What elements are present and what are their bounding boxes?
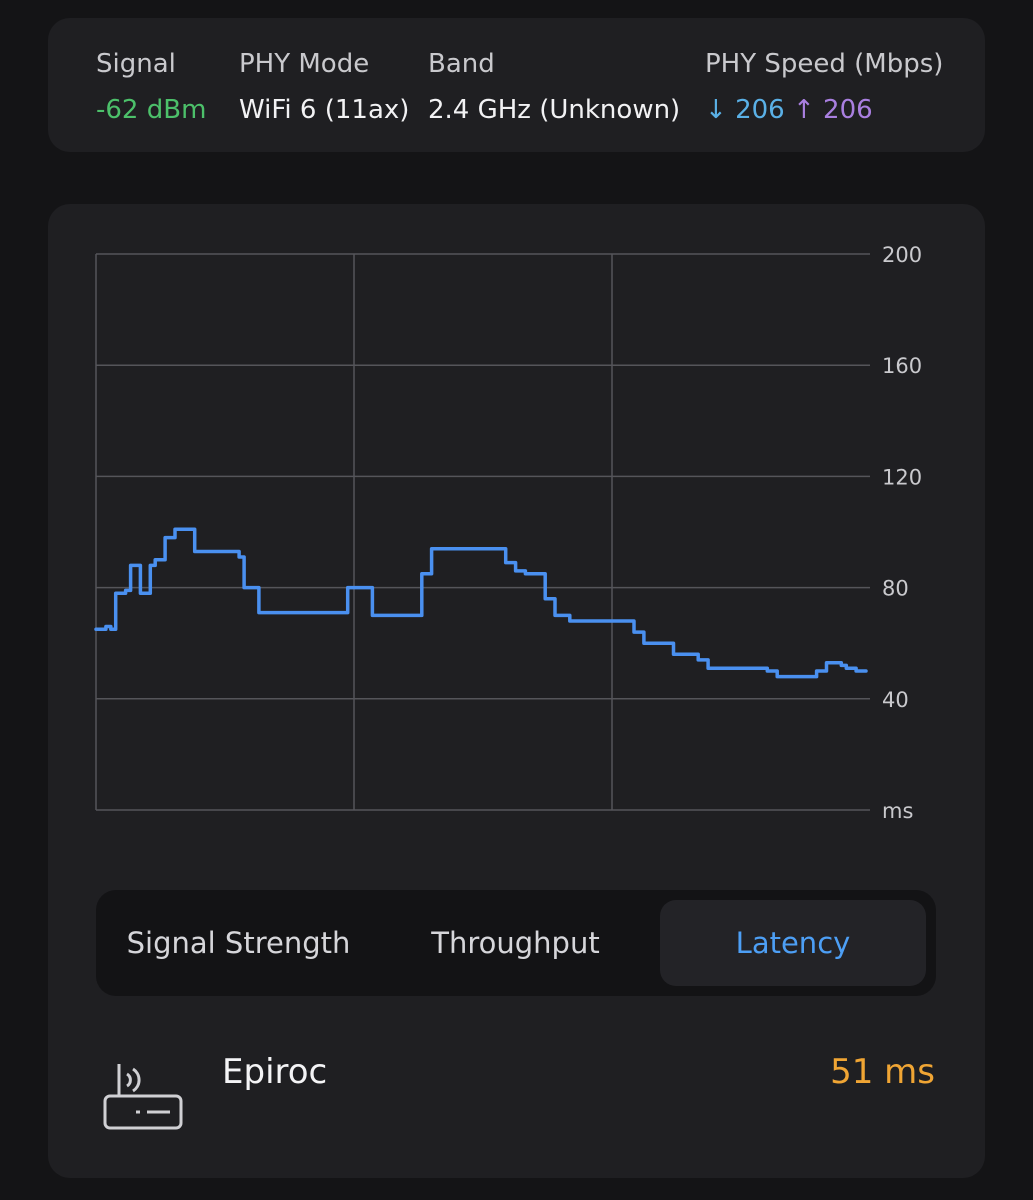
upload-speed: 206 bbox=[823, 95, 873, 125]
latency-chart: 200 160 120 80 40 ms bbox=[94, 243, 922, 823]
upload-arrow-icon: ↑ bbox=[792, 95, 815, 125]
signal-value: -62 dBm bbox=[96, 95, 207, 125]
device-name: Epiroc bbox=[222, 1052, 328, 1092]
download-speed: 206 bbox=[735, 95, 785, 125]
metric-tab-bar: Signal Strength Throughput Latency bbox=[96, 890, 936, 996]
latency-chart-card: 200 160 120 80 40 ms Signal Strength Throughp… bbox=[48, 204, 985, 1178]
latency-series-line bbox=[94, 527, 868, 679]
tab-signal-strength[interactable]: Signal Strength bbox=[126, 926, 351, 960]
y-tick-label: ms bbox=[882, 799, 913, 823]
y-tick-label: 80 bbox=[882, 577, 909, 601]
phy-speed-value: ↓ 206 ↑ 206 bbox=[705, 92, 943, 128]
device-latency: 51 ms bbox=[830, 1052, 935, 1092]
download-arrow-icon: ↓ bbox=[705, 95, 727, 125]
band-column: Band 2.4 GHz (Unknown) bbox=[428, 46, 680, 128]
y-tick-label: 160 bbox=[882, 354, 922, 378]
y-tick-label: 40 bbox=[882, 688, 909, 712]
y-tick-label: 200 bbox=[882, 243, 922, 267]
signal-column: Signal -62 dBm bbox=[96, 46, 206, 128]
tab-latency[interactable]: Latency bbox=[660, 900, 926, 986]
connection-info-card: Signal -62 dBm PHY Mode WiFi 6 (11ax) Ba… bbox=[48, 18, 985, 152]
band-value: 2.4 GHz (Unknown) bbox=[428, 95, 681, 125]
phy-mode-label: PHY Mode bbox=[239, 49, 370, 79]
phy-speed-column: PHY Speed (Mbps) ↓ 206 ↑ 206 bbox=[705, 46, 943, 128]
chart-grid bbox=[95, 253, 870, 811]
phy-mode-value: WiFi 6 (11ax) bbox=[239, 95, 410, 125]
chart-y-ticks: 200 160 120 80 40 ms bbox=[882, 243, 922, 823]
phy-speed-label: PHY Speed (Mbps) bbox=[705, 49, 944, 79]
signal-label: Signal bbox=[96, 49, 176, 79]
device-row[interactable]: Epiroc 51 ms bbox=[48, 1034, 985, 1154]
y-tick-label: 120 bbox=[882, 465, 922, 489]
router-icon bbox=[103, 1064, 183, 1130]
tab-throughput[interactable]: Throughput bbox=[431, 926, 600, 960]
phy-mode-column: PHY Mode WiFi 6 (11ax) bbox=[239, 46, 409, 128]
band-label: Band bbox=[428, 49, 495, 79]
